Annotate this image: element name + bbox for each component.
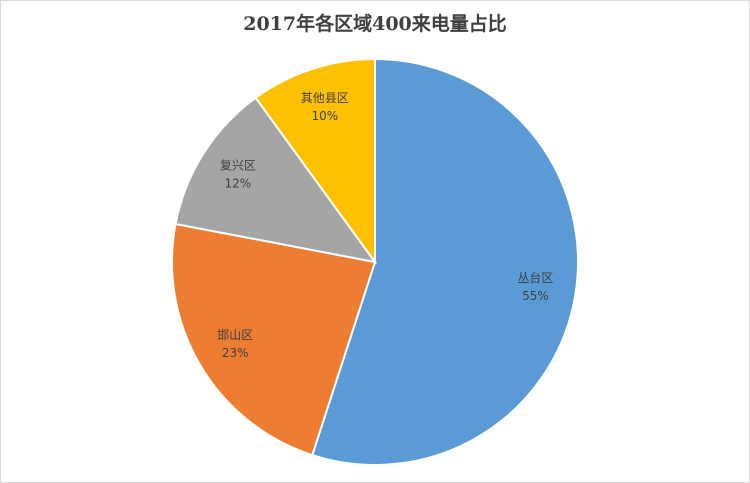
slice-label: 丛台区	[517, 270, 553, 285]
pie-slice	[311, 57, 579, 466]
slice-label: 其他县区	[301, 91, 349, 105]
slice-label: 邯山区	[217, 327, 253, 342]
pie-slice	[254, 57, 376, 266]
value-label: 23%	[222, 346, 249, 360]
chart-title: 2017年各区域400来电量占比	[243, 12, 507, 35]
value-label: 10%	[311, 109, 338, 123]
value-label: 55%	[522, 289, 549, 303]
pie-slice	[171, 222, 377, 457]
slice-label: 复兴区	[220, 158, 256, 172]
pie-slice	[174, 96, 378, 264]
value-label: 12%	[225, 176, 252, 190]
